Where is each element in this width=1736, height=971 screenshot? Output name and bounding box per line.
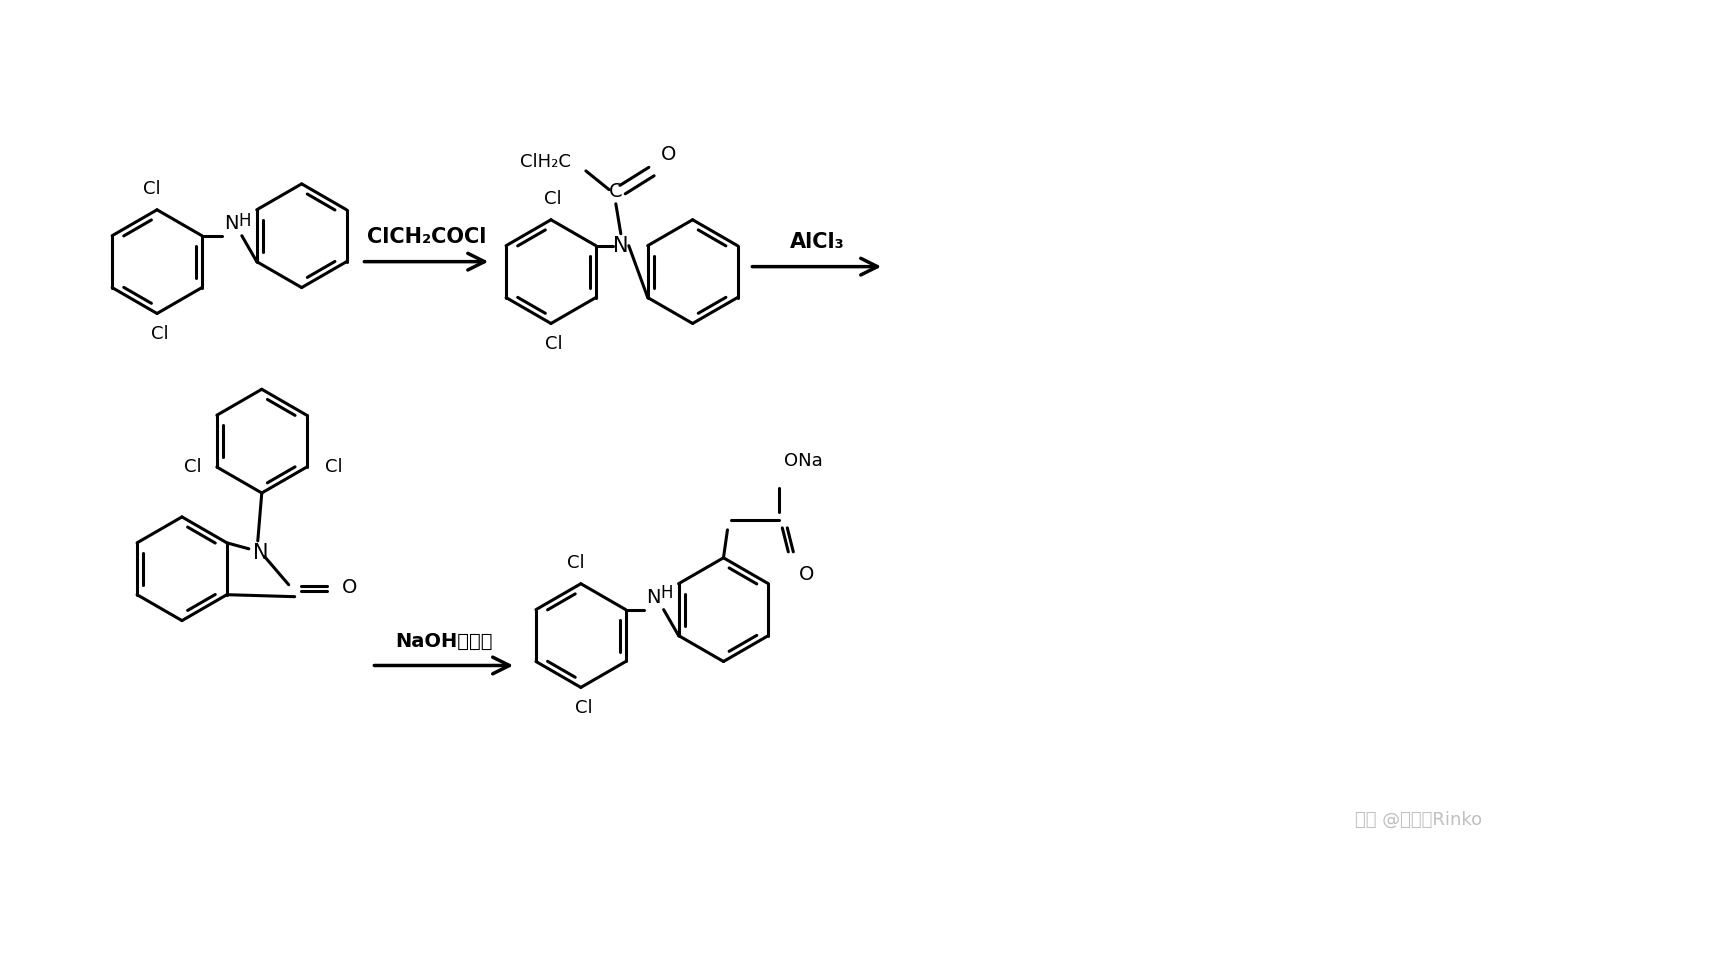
Text: ClCH₂COCl: ClCH₂COCl <box>366 226 486 247</box>
Text: H: H <box>660 584 674 602</box>
Text: Cl: Cl <box>184 458 201 476</box>
Text: Cl: Cl <box>543 189 562 208</box>
Text: AlCl₃: AlCl₃ <box>790 232 844 251</box>
Text: O: O <box>799 565 814 584</box>
Text: Cl: Cl <box>144 180 161 198</box>
Text: 知乎 @燦公主Rinko: 知乎 @燦公主Rinko <box>1354 811 1483 829</box>
Text: Cl: Cl <box>568 553 585 572</box>
Text: O: O <box>342 578 358 597</box>
Text: Cl: Cl <box>575 699 592 718</box>
Text: Cl: Cl <box>545 335 562 353</box>
Text: N: N <box>224 214 240 233</box>
Text: H: H <box>238 212 252 230</box>
Text: ONa: ONa <box>785 452 823 470</box>
Text: N: N <box>253 543 269 563</box>
Text: Cl: Cl <box>325 458 342 476</box>
Text: O: O <box>661 145 675 164</box>
Text: N: N <box>646 587 661 607</box>
Text: NaOH，催化: NaOH，催化 <box>396 631 493 651</box>
Text: C: C <box>609 183 623 201</box>
Text: N: N <box>613 236 628 255</box>
Text: Cl: Cl <box>151 325 168 344</box>
Text: ClH₂C: ClH₂C <box>521 152 571 171</box>
